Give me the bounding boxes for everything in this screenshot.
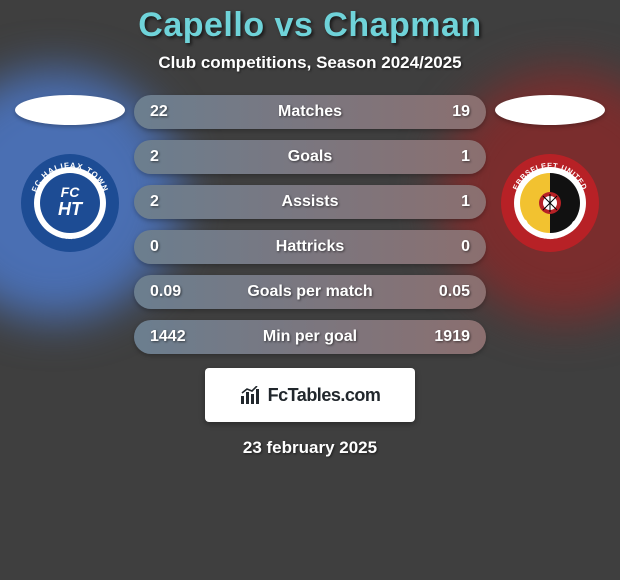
svg-text:HT: HT	[58, 199, 84, 219]
ebbsfleet-crest-icon: EBBSFLEET UNITED FOOTBALL CLUB	[500, 153, 600, 253]
content: Capello vs Chapman Club competitions, Se…	[0, 0, 620, 580]
right-column: EBBSFLEET UNITED FOOTBALL CLUB	[490, 95, 610, 253]
brand-badge[interactable]: FcTables.com	[205, 368, 415, 422]
stat-value-left: 0.09	[150, 283, 200, 301]
stat-bar: 0 Hattricks 0	[134, 230, 486, 264]
right-team-crest: EBBSFLEET UNITED FOOTBALL CLUB	[500, 153, 600, 253]
stat-label: Goals per match	[247, 283, 372, 301]
left-coach-photo	[15, 95, 125, 125]
stat-value-right: 1	[420, 148, 470, 166]
stat-bar: 2 Goals 1	[134, 140, 486, 174]
left-team-crest: FC HALIFAX TOWN THE SHAYMEN FC HT	[20, 153, 120, 253]
stat-label: Hattricks	[276, 238, 344, 256]
comparison-card: Capello vs Chapman Club competitions, Se…	[0, 0, 620, 580]
stat-value-left: 1442	[150, 328, 200, 346]
stat-label: Min per goal	[263, 328, 357, 346]
stat-bar: 1442 Min per goal 1919	[134, 320, 486, 354]
stat-label: Goals	[288, 148, 332, 166]
page-subtitle: Club competitions, Season 2024/2025	[0, 53, 620, 73]
brand-text: FcTables.com	[268, 385, 381, 406]
stat-bar: 2 Assists 1	[134, 185, 486, 219]
stat-value-left: 2	[150, 193, 200, 211]
stat-value-right: 0	[420, 238, 470, 256]
stat-value-right: 1919	[420, 328, 470, 346]
stat-value-right: 1	[420, 193, 470, 211]
stat-value-right: 0.05	[420, 283, 470, 301]
stat-bar: 22 Matches 19	[134, 95, 486, 129]
stat-value-right: 19	[420, 103, 470, 121]
left-column: FC HALIFAX TOWN THE SHAYMEN FC HT	[10, 95, 130, 253]
stat-value-left: 22	[150, 103, 200, 121]
page-title: Capello vs Chapman	[0, 6, 620, 45]
halifax-crest-icon: FC HALIFAX TOWN THE SHAYMEN FC HT	[20, 153, 120, 253]
stat-label: Matches	[278, 103, 342, 121]
stat-value-left: 2	[150, 148, 200, 166]
stat-label: Assists	[282, 193, 339, 211]
stat-value-left: 0	[150, 238, 200, 256]
right-coach-photo	[495, 95, 605, 125]
stats-column: 22 Matches 19 2 Goals 1 2 Assists 1 0 Hattricks 0 0.…	[130, 95, 490, 354]
brand-chart-icon	[240, 386, 262, 404]
comparison-date: 23 february 2025	[0, 438, 620, 458]
svg-text:FC: FC	[61, 184, 81, 200]
stat-bar: 0.09 Goals per match 0.05	[134, 275, 486, 309]
main-row: FC HALIFAX TOWN THE SHAYMEN FC HT 22Matc…	[0, 95, 620, 354]
